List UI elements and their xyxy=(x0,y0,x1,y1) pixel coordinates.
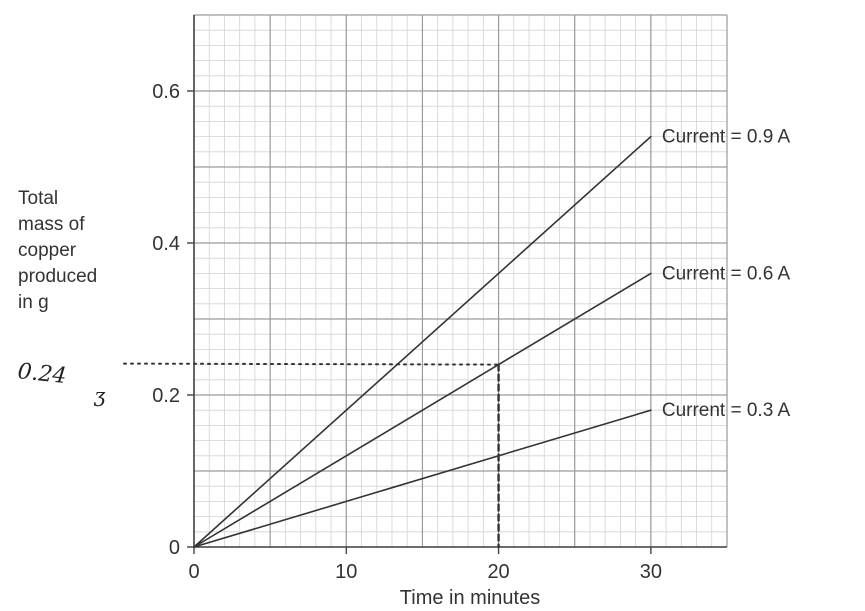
x-tick-label: 0 xyxy=(188,561,199,583)
dotted-horizontal-guide xyxy=(123,362,500,366)
x-tick-label: 20 xyxy=(487,561,509,583)
series-label-1: Current = 0.9 A xyxy=(662,127,791,148)
y-axis-label-line-1: Total xyxy=(18,188,58,209)
x-tick-label: 10 xyxy=(335,561,357,583)
x-tick-label: 30 xyxy=(640,561,662,583)
y-tick-label: 0 xyxy=(169,537,180,559)
annotation-mark: ʒ xyxy=(93,383,106,407)
annotation-value: 0.24 xyxy=(16,359,67,389)
x-axis-label: Time in minutes xyxy=(400,587,540,609)
series-line-3 xyxy=(193,409,652,548)
y-axis-label-line-3: copper xyxy=(18,240,77,261)
annotation: 0.24 ʒ xyxy=(16,359,500,549)
series-label-2: Current = 0.6 A xyxy=(662,263,791,284)
series-lines: Current = 0.9 A Current = 0.6 A Current = … xyxy=(193,127,791,548)
y-axis-label-line-5: in g xyxy=(18,292,49,313)
series-line-1 xyxy=(193,135,652,548)
y-tick-label: 0.6 xyxy=(152,81,180,103)
y-tick-label: 0.2 xyxy=(152,385,180,407)
grid xyxy=(193,14,728,548)
y-tick-label: 0.4 xyxy=(152,233,180,255)
y-axis-label: Total mass of copper produced in g xyxy=(18,188,103,313)
series-line-2 xyxy=(193,272,652,548)
y-axis-label-line-2: mass of xyxy=(18,214,85,235)
y-axis-label-line-4: produced xyxy=(18,266,97,287)
series-label-3: Current = 0.3 A xyxy=(662,400,791,421)
axes: 0 10 20 30 0 0.2 0.4 0.6 xyxy=(152,15,727,583)
